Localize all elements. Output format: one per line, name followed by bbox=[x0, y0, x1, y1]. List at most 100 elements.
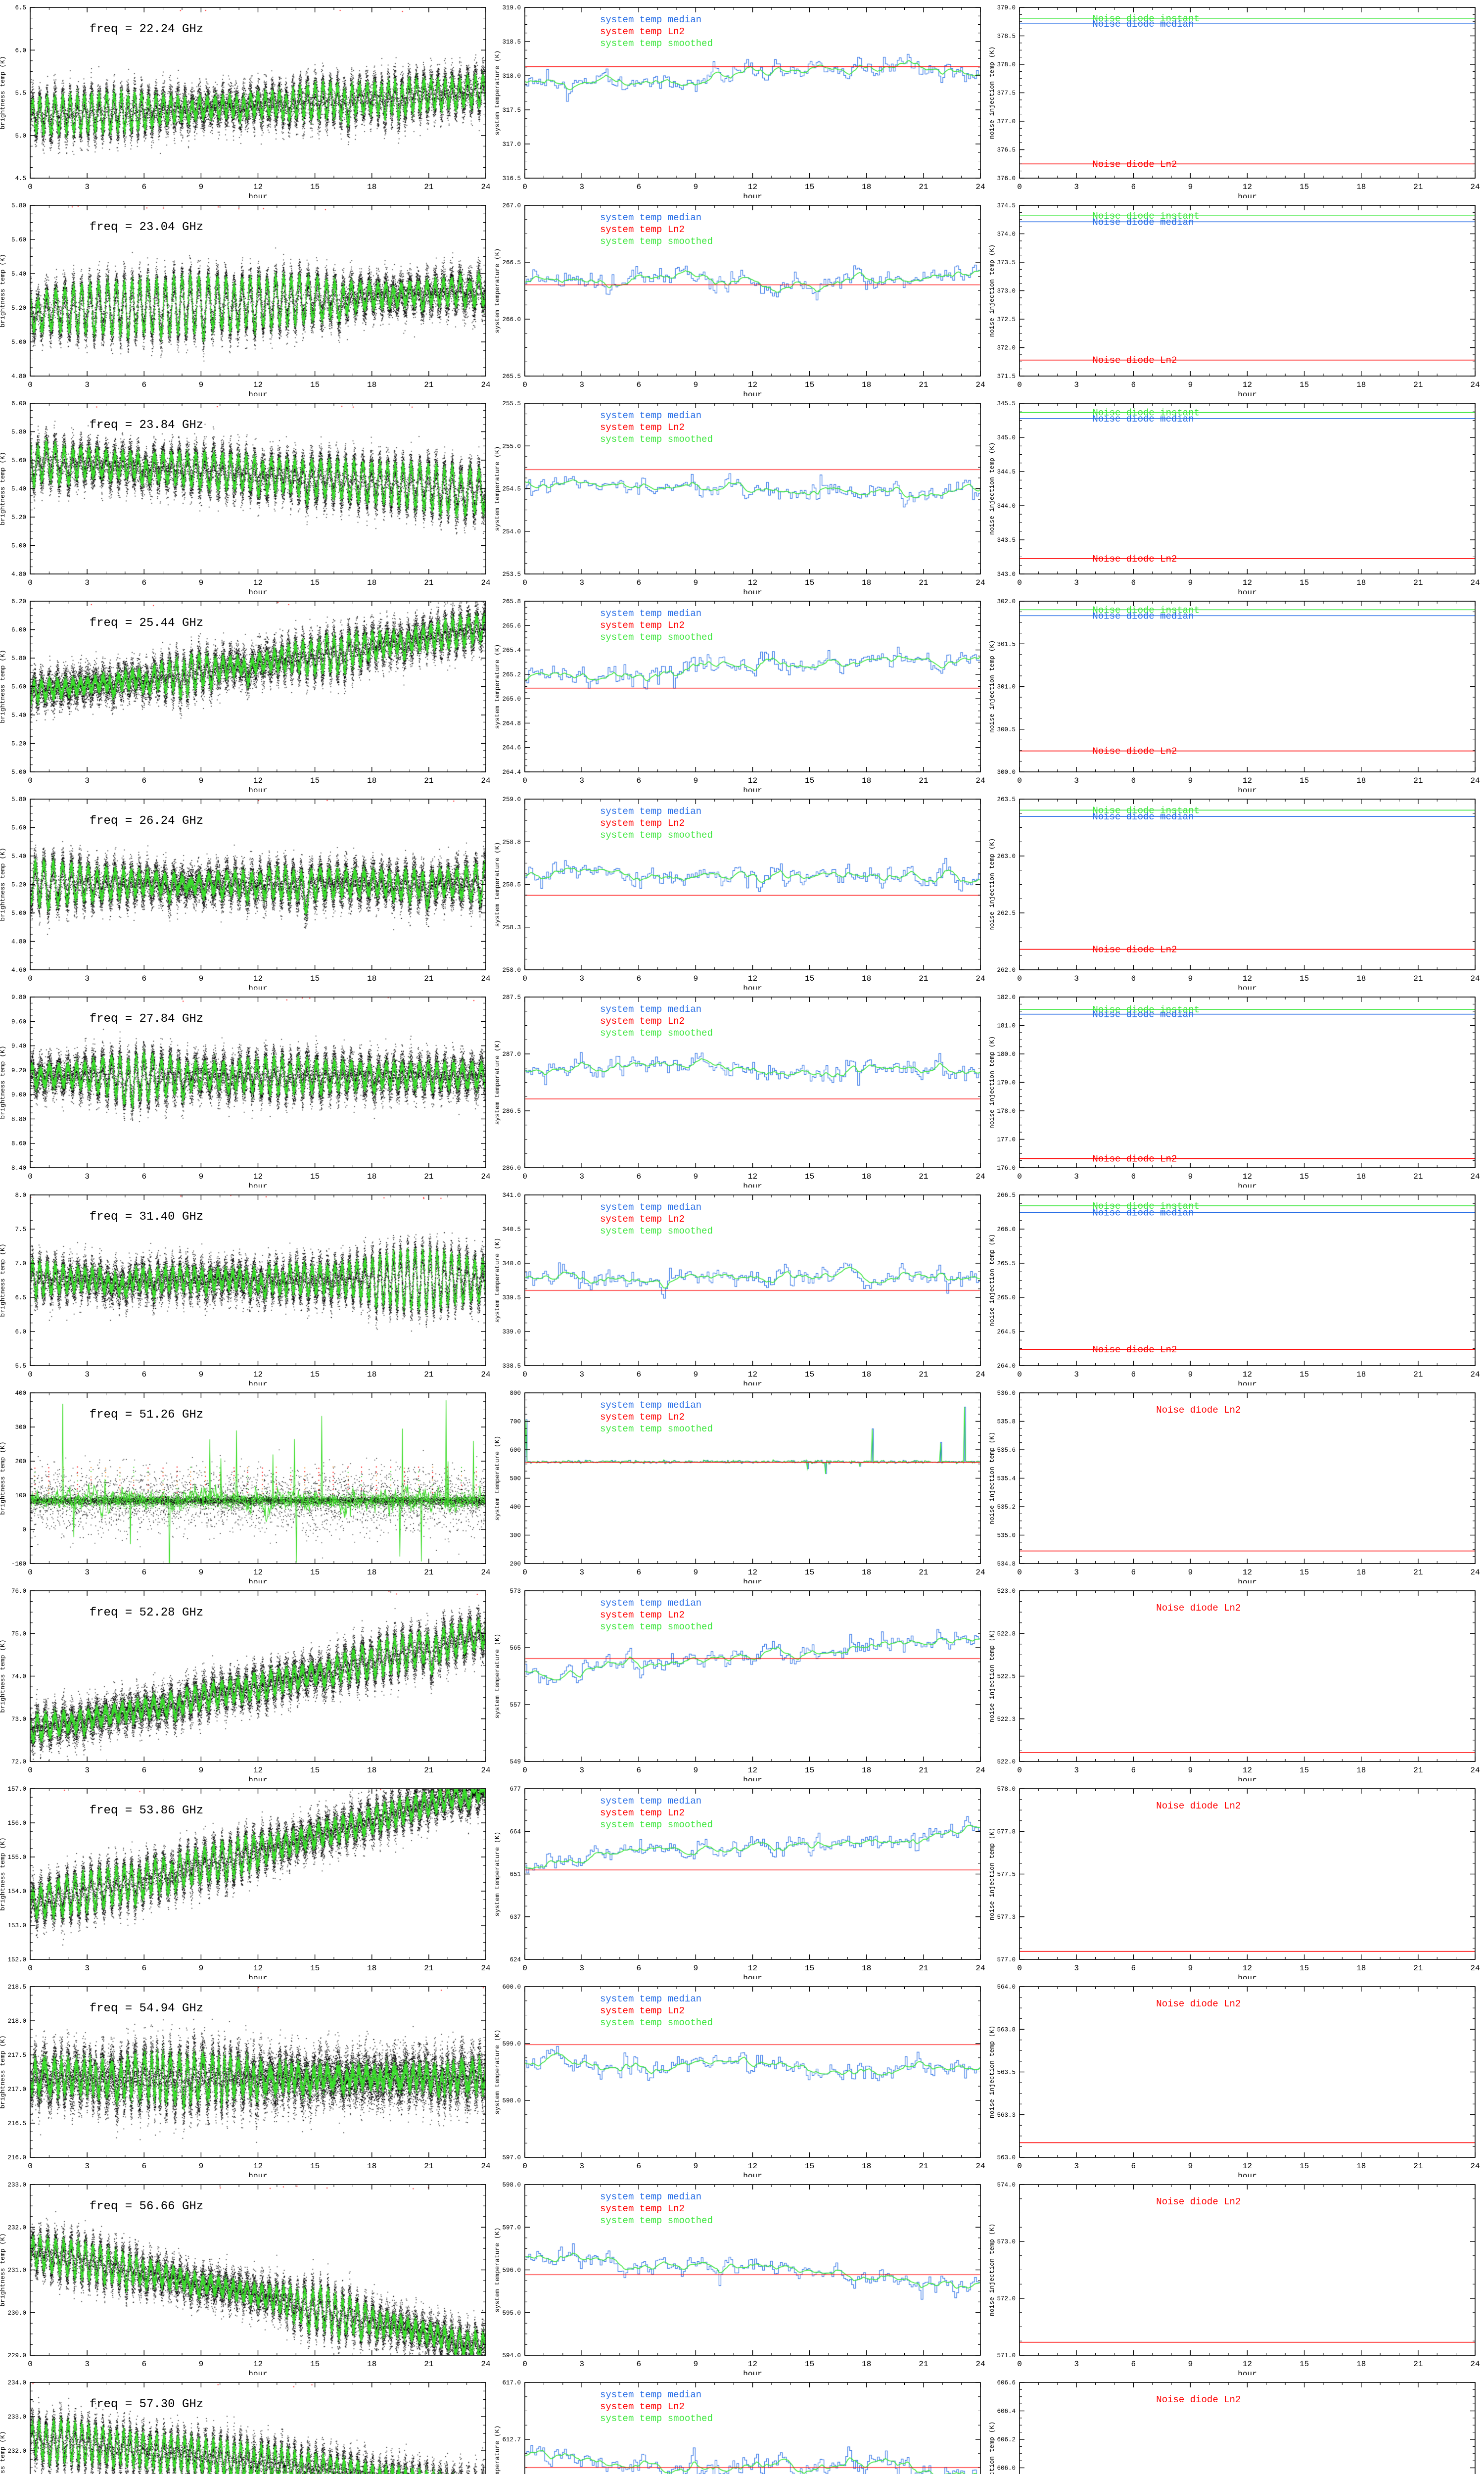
svg-text:15: 15 bbox=[1299, 1568, 1309, 1577]
svg-text:265.8: 265.8 bbox=[502, 598, 521, 605]
svg-text:0: 0 bbox=[1017, 2162, 1022, 2171]
svg-text:606.2: 606.2 bbox=[997, 2436, 1016, 2443]
svg-text:21: 21 bbox=[919, 183, 928, 191]
svg-text:freq = 31.40 GHz: freq = 31.40 GHz bbox=[90, 1210, 203, 1224]
svg-text:noise injection temp (K): noise injection temp (K) bbox=[989, 1828, 996, 1920]
svg-text:24: 24 bbox=[1470, 1766, 1480, 1775]
svg-text:24: 24 bbox=[1470, 578, 1480, 587]
svg-text:0: 0 bbox=[522, 776, 527, 785]
svg-text:18: 18 bbox=[862, 1766, 871, 1775]
svg-text:15: 15 bbox=[805, 974, 814, 983]
svg-text:9: 9 bbox=[694, 578, 698, 587]
svg-text:3: 3 bbox=[1074, 1766, 1079, 1775]
svg-text:hour: hour bbox=[743, 1974, 762, 1979]
svg-text:0: 0 bbox=[1017, 1172, 1022, 1181]
svg-text:21: 21 bbox=[919, 1370, 928, 1379]
svg-text:182.0: 182.0 bbox=[997, 994, 1016, 1001]
svg-text:374.0: 374.0 bbox=[997, 231, 1016, 238]
svg-text:6: 6 bbox=[636, 974, 641, 983]
svg-text:3: 3 bbox=[579, 1964, 584, 1973]
svg-text:255.0: 255.0 bbox=[502, 443, 521, 450]
svg-text:176.0: 176.0 bbox=[997, 1165, 1016, 1172]
svg-text:259.0: 259.0 bbox=[502, 796, 521, 803]
svg-text:21: 21 bbox=[919, 974, 928, 983]
svg-text:15: 15 bbox=[805, 1172, 814, 1181]
svg-text:24: 24 bbox=[975, 1172, 985, 1181]
svg-text:264.6: 264.6 bbox=[502, 745, 521, 752]
svg-text:freq = 51.26 GHz: freq = 51.26 GHz bbox=[90, 1408, 203, 1422]
svg-text:15: 15 bbox=[805, 2360, 814, 2369]
svg-text:hour: hour bbox=[743, 1776, 762, 1781]
svg-text:21: 21 bbox=[1413, 974, 1423, 983]
svg-text:0: 0 bbox=[522, 2162, 527, 2171]
svg-text:339.5: 339.5 bbox=[502, 1294, 521, 1301]
svg-text:664: 664 bbox=[510, 1828, 521, 1835]
svg-text:24: 24 bbox=[1470, 776, 1480, 785]
svg-text:263.0: 263.0 bbox=[997, 853, 1016, 860]
svg-text:freq = 27.84 GHz: freq = 27.84 GHz bbox=[90, 1012, 203, 1026]
svg-text:339.0: 339.0 bbox=[502, 1329, 521, 1335]
svg-text:267.0: 267.0 bbox=[502, 202, 521, 209]
svg-text:system temperature (K): system temperature (K) bbox=[495, 1436, 501, 1521]
svg-text:3: 3 bbox=[1074, 974, 1079, 983]
svg-text:hour: hour bbox=[743, 1380, 762, 1385]
svg-text:341.0: 341.0 bbox=[502, 1192, 521, 1199]
svg-text:522.8: 522.8 bbox=[997, 1630, 1016, 1637]
svg-text:21: 21 bbox=[1413, 1568, 1423, 1577]
svg-text:258.3: 258.3 bbox=[502, 924, 521, 931]
svg-text:400: 400 bbox=[510, 1504, 521, 1511]
svg-text:9: 9 bbox=[694, 1766, 698, 1775]
svg-text:6: 6 bbox=[636, 578, 641, 587]
svg-text:system temperature (K): system temperature (K) bbox=[495, 644, 501, 729]
svg-text:18: 18 bbox=[1356, 1964, 1366, 1973]
svg-text:0: 0 bbox=[522, 974, 527, 983]
svg-text:9: 9 bbox=[694, 183, 698, 191]
svg-text:system temperature (K): system temperature (K) bbox=[495, 50, 501, 136]
svg-text:18: 18 bbox=[1356, 776, 1366, 785]
svg-text:9: 9 bbox=[694, 1964, 698, 1973]
svg-text:606.4: 606.4 bbox=[997, 2408, 1016, 2415]
svg-text:6: 6 bbox=[1131, 776, 1136, 785]
svg-text:677: 677 bbox=[510, 1786, 521, 1793]
svg-text:376.5: 376.5 bbox=[997, 147, 1016, 154]
svg-text:300.5: 300.5 bbox=[997, 726, 1016, 733]
svg-text:374.5: 374.5 bbox=[997, 202, 1016, 209]
svg-text:18: 18 bbox=[862, 974, 871, 983]
svg-text:15: 15 bbox=[805, 183, 814, 191]
svg-text:577.3: 577.3 bbox=[997, 1914, 1016, 1921]
svg-text:15: 15 bbox=[805, 381, 814, 389]
svg-text:577.0: 577.0 bbox=[997, 1956, 1016, 1963]
svg-text:15: 15 bbox=[805, 1766, 814, 1775]
svg-text:302.0: 302.0 bbox=[997, 598, 1016, 605]
svg-text:24: 24 bbox=[1470, 2360, 1480, 2369]
svg-text:3: 3 bbox=[1074, 2162, 1079, 2171]
svg-text:6: 6 bbox=[636, 1568, 641, 1577]
svg-text:377.5: 377.5 bbox=[997, 90, 1016, 97]
svg-text:265.5: 265.5 bbox=[502, 373, 521, 380]
svg-text:21: 21 bbox=[1413, 2360, 1423, 2369]
svg-text:549: 549 bbox=[510, 1759, 521, 1765]
svg-text:18: 18 bbox=[1356, 1370, 1366, 1379]
svg-text:hour: hour bbox=[1238, 1776, 1256, 1781]
svg-text:6: 6 bbox=[1131, 2360, 1136, 2369]
svg-text:freq = 25.44 GHz: freq = 25.44 GHz bbox=[90, 617, 203, 630]
svg-text:597.0: 597.0 bbox=[502, 2154, 521, 2161]
svg-text:379.0: 379.0 bbox=[997, 4, 1016, 11]
svg-text:freq = 22.24 GHz: freq = 22.24 GHz bbox=[90, 23, 203, 36]
svg-text:noise injection temp (K): noise injection temp (K) bbox=[989, 2224, 996, 2316]
svg-text:6: 6 bbox=[636, 1964, 641, 1973]
svg-text:15: 15 bbox=[805, 776, 814, 785]
svg-text:hour: hour bbox=[743, 1182, 762, 1188]
svg-text:24: 24 bbox=[975, 578, 985, 587]
svg-text:hour: hour bbox=[1238, 2370, 1256, 2375]
svg-text:24: 24 bbox=[1470, 1964, 1480, 1973]
svg-text:286.5: 286.5 bbox=[502, 1108, 521, 1115]
svg-text:535.4: 535.4 bbox=[997, 1475, 1016, 1482]
svg-text:noise injection temp (K): noise injection temp (K) bbox=[989, 244, 996, 337]
svg-text:12: 12 bbox=[1243, 381, 1252, 389]
svg-text:0: 0 bbox=[522, 1172, 527, 1181]
svg-text:system temperature (K): system temperature (K) bbox=[495, 1634, 501, 1719]
svg-text:377.0: 377.0 bbox=[997, 118, 1016, 125]
svg-text:300: 300 bbox=[510, 1532, 521, 1539]
svg-text:18: 18 bbox=[1356, 2360, 1366, 2369]
